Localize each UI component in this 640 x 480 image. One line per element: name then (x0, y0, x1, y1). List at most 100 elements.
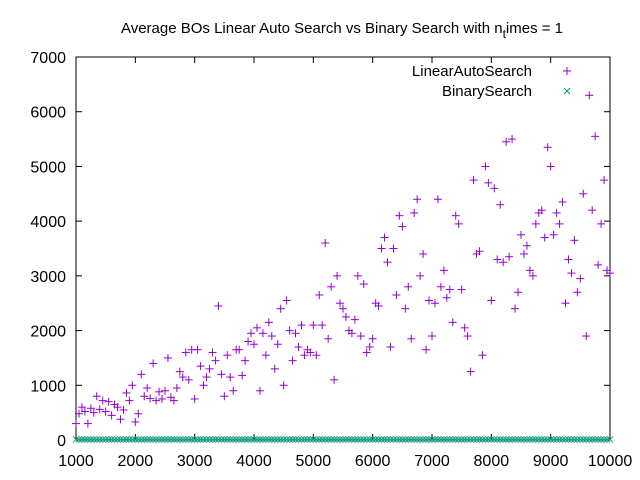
binary-search-point (339, 436, 347, 443)
binary-search-point (215, 436, 222, 443)
linear-auto-search-point (258, 329, 267, 338)
x-tick-label: 6000 (355, 453, 391, 470)
binary-search-point (591, 436, 599, 443)
binary-search-point (185, 436, 193, 443)
binary-search-point (476, 436, 483, 443)
linear-auto-search-point (169, 396, 178, 405)
linear-auto-search-point (83, 419, 92, 428)
linear-auto-search-point (223, 351, 232, 360)
linear-auto-search-point (229, 386, 238, 395)
linear-auto-search-point (448, 318, 457, 327)
linear-auto-search-point (74, 409, 83, 418)
binary-search-point (111, 436, 118, 443)
linear-auto-search-point (362, 348, 371, 357)
linear-auto-search-point (490, 184, 499, 193)
binary-search-point (235, 436, 243, 443)
binary-search-point (571, 436, 578, 443)
linear-auto-search-point (475, 247, 484, 256)
binary-search-point (562, 436, 569, 443)
binary-search-point (603, 436, 611, 443)
binary-search-point (212, 436, 219, 443)
x-tick-label: 5000 (296, 453, 332, 470)
linear-auto-search-point (460, 323, 469, 332)
linear-auto-search-point (416, 271, 425, 280)
linear-auto-search-point (235, 345, 244, 354)
binary-search-point (333, 436, 341, 443)
binary-search-point (606, 436, 614, 443)
x-tick-label: 9000 (533, 453, 569, 470)
binary-search-point (271, 436, 279, 443)
linear-auto-search-point (294, 342, 303, 351)
linear-auto-search-point (451, 211, 460, 220)
x-tick-label: 3000 (177, 453, 213, 470)
linear-auto-search-point (564, 255, 573, 264)
binary-search-point (315, 436, 323, 443)
binary-search-point (381, 436, 388, 443)
binary-search-point (191, 436, 199, 443)
linear-auto-search-point (567, 269, 576, 278)
x-tick-label: 2000 (118, 453, 154, 470)
linear-auto-search-point (92, 392, 101, 401)
binary-search-point (274, 436, 282, 443)
binary-search-point (158, 436, 166, 443)
binary-search-point (351, 436, 359, 443)
linear-auto-search-point (122, 388, 131, 397)
linear-auto-search-point (146, 394, 155, 403)
linear-auto-search-point (163, 353, 172, 362)
binary-search-point (259, 436, 267, 443)
binary-search-point (342, 436, 350, 443)
linear-auto-search-point (161, 386, 169, 395)
binary-search-point (134, 436, 142, 443)
linear-auto-search-point (128, 381, 137, 390)
binary-search-point (449, 436, 457, 443)
y-tick-label: 4000 (30, 214, 66, 231)
linear-auto-search-point (386, 342, 395, 351)
binary-search-point (304, 436, 311, 443)
linear-auto-search-point (226, 373, 235, 382)
linear-auto-search-point (585, 91, 594, 100)
x-tick-label: 1000 (58, 453, 94, 470)
binary-search-point (354, 436, 362, 443)
binary-search-point (161, 436, 169, 443)
binary-search-point (387, 436, 394, 443)
binary-search-point (117, 436, 124, 443)
linear-auto-search-point (190, 394, 199, 403)
linear-auto-search-point (134, 409, 143, 418)
binary-search-point (256, 436, 264, 443)
binary-search-point (176, 436, 184, 443)
binary-search-point (553, 436, 560, 443)
binary-search-point (470, 436, 477, 443)
linear-auto-search-point (395, 211, 404, 220)
linear-auto-search-point (511, 304, 520, 313)
linear-auto-search-point (540, 233, 549, 242)
binary-search-point (452, 436, 460, 443)
binary-search-point (496, 436, 504, 443)
linear-auto-search-point (89, 408, 98, 417)
linear-auto-search-point (368, 334, 377, 343)
linear-auto-search-point (104, 397, 113, 406)
linear-auto-search-point (422, 345, 431, 354)
chart-title-tail: imes = 1 (506, 20, 563, 37)
y-tick-label: 2000 (30, 324, 66, 341)
linear-auto-search-point (430, 299, 439, 308)
linear-auto-search-point (250, 340, 258, 349)
linear-auto-search-point (276, 304, 285, 313)
linear-auto-search-point (312, 351, 321, 360)
linear-auto-search-point (255, 386, 264, 395)
legend-plus-icon (563, 67, 571, 75)
axis-ticks: 1000 2000 3000 4000 5000 6000 7000 8000 9000 1000… (30, 50, 632, 470)
linear-auto-search-point (404, 282, 413, 291)
binary-search-point (155, 436, 163, 443)
binary-search-point (511, 436, 519, 443)
binary-search-point (390, 436, 397, 443)
linear-auto-search-point (77, 403, 86, 412)
binary-search-point (366, 436, 374, 443)
chart-title-main: Average BOs Linear Auto Search vs Binary… (121, 20, 503, 37)
y-tick-label: 6000 (30, 105, 66, 122)
binary-search-point (434, 436, 442, 443)
linear-auto-search-point (244, 337, 253, 346)
linear-auto-search-point (125, 396, 134, 405)
legend-cross-icon (563, 87, 571, 95)
binary-search-point (556, 436, 563, 443)
